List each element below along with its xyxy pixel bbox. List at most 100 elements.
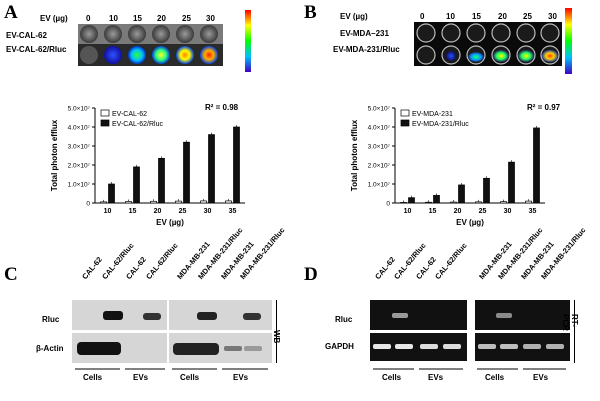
row-label-b-1: EV-MDA-231/Rluc [333,45,400,54]
row-label-b-0: EV-MDA–231 [340,29,389,38]
y-axis-label-a: Total photon efflux [50,119,59,191]
row-label-d-rluc: Rluc [335,315,353,324]
group-label-d-0: Cells [382,373,402,382]
panel-label-d: D [304,264,318,285]
y-tick-label-a-3: 3.0×10⁷ [68,144,91,151]
x-tick-label-a-4: 30 [204,208,212,215]
rtpcr-bracket [574,300,575,363]
y-tick-label-b-3: 3.0×10⁷ [368,144,391,151]
bar-b-s1-1 [433,195,440,204]
legend-swatch-b-1 [400,119,410,127]
ev-value-a-2: 15 [133,14,142,23]
legend-label-b-1: EV-MDA-231/Rluc [412,121,469,128]
ev-label-a: EV (µg) [40,14,68,23]
y-tick-label-a-2: 2.0×10⁷ [68,163,91,170]
bar-a-s1-5 [233,126,240,204]
ev-value-b-3: 20 [498,12,507,21]
bar-chart-a: 0 1.0×10⁷ 2.0×10⁷ 3.0×10⁷ 4.0×10⁷ 5.0×10⁷ Tota… [50,106,245,227]
legend-swatch-a-1 [100,119,110,127]
bar-a-s0-0 [100,201,107,204]
western-blot-c [72,300,272,370]
legend-swatch-a-0 [100,109,110,117]
bar-a-s1-2 [158,157,165,204]
panel-label-a: A [4,2,18,23]
row-label-d-gapdh: GAPDH [325,342,354,351]
y-tick-label-a-0: 0 [86,201,90,208]
color-scale-bar-a [245,10,251,72]
bar-a-s0-5 [225,200,232,204]
side-label-rtpcr: RT-PCR [561,314,579,331]
bar-b-s1-4 [508,161,515,204]
panel-label-b: B [304,2,317,23]
y-tick-label-a-1: 1.0×10⁷ [68,182,91,189]
x-tick-label-b-4: 30 [504,208,512,215]
row-label-a-1: EV-CAL-62/Rluc [6,45,67,54]
ev-value-b-2: 15 [472,12,481,21]
ev-value-b-1: 10 [446,12,455,21]
group-label-c-1: EVs [133,373,149,382]
ev-value-a-1: 10 [109,14,118,23]
x-tick-label-a-1: 15 [129,208,137,215]
ev-value-a-5: 30 [206,14,215,23]
bioluminescence-image-b [414,22,562,66]
y-tick-label-b-4: 4.0×10⁷ [368,125,391,132]
y-tick-label-b-0: 0 [386,201,390,208]
legend-swatch-b-0 [400,109,410,117]
legend-label-a-1: EV-CAL-62/Rluc [112,121,163,128]
x-tick-label-b-3: 25 [479,208,487,215]
bar-b-s1-3 [483,177,490,204]
group-label-d-1: EVs [428,373,444,382]
x-tick-label-b-5: 35 [529,208,537,215]
y-tick-label-b-5: 5.0×10⁷ [368,106,391,113]
x-tick-label-a-5: 35 [229,208,237,215]
group-label-d-2: Cells [485,373,505,382]
bar-b-s1-0 [408,197,415,204]
bar-b-s0-3 [475,201,482,204]
r2-annotation-a: R² = 0.98 [205,103,239,112]
lane-label-c-0: CAL-62 [80,255,104,281]
bar-b-s0-2 [450,201,457,204]
rt-pcr-gel-d [370,300,570,370]
group-label-c-3: EVs [233,373,249,382]
r2-annotation-b: R² = 0.97 [527,103,561,112]
group-label-c-2: Cells [180,373,200,382]
lane-label-d-2: CAL-62 [414,255,438,281]
legend-label-a-0: EV-CAL-62 [112,111,147,118]
side-label-wb: WB [272,330,281,344]
x-axis-label-b: EV (µg) [456,218,484,227]
x-tick-label-a-0: 10 [104,208,112,215]
x-tick-label-b-1: 15 [429,208,437,215]
ev-value-b-5: 30 [548,12,557,21]
wb-bracket [276,300,277,363]
ev-value-b-0: 0 [420,12,425,21]
lane-label-d-0: CAL-62 [373,255,397,281]
row-label-c-actin: β-Actin [36,344,64,353]
y-tick-label-b-1: 1.0×10⁷ [368,182,391,189]
lane-label-d-3: CAL-62/Rluc [433,241,469,281]
panel-label-c: C [4,264,18,285]
group-label-c-0: Cells [83,373,103,382]
bar-b-s0-0 [400,202,407,204]
bar-a-s0-1 [125,201,132,204]
bar-chart-b: 0 1.0×10⁷ 2.0×10⁷ 3.0×10⁷ 4.0×10⁷ 5.0×10⁷ Tota… [350,106,545,227]
x-tick-label-a-3: 25 [179,208,187,215]
bar-a-s1-4 [208,134,215,204]
group-label-d-3: EVs [533,373,549,382]
row-label-c-rluc: Rluc [42,315,60,324]
y-tick-label-a-4: 4.0×10⁷ [68,125,91,132]
bar-b-s0-5 [525,200,532,204]
bar-b-s1-2 [458,184,465,204]
ev-value-a-0: 0 [86,14,91,23]
ev-value-a-4: 25 [182,14,191,23]
x-tick-label-b-0: 10 [404,208,412,215]
bar-b-s0-1 [425,201,432,204]
color-scale-bar-b [565,8,572,74]
bar-b-s1-5 [533,127,540,204]
bar-a-s0-2 [150,200,157,204]
y-tick-label-b-2: 2.0×10⁷ [368,163,391,170]
lane-label-c-2: CAL-62 [124,255,148,281]
legend-label-b-0: EV-MDA-231 [412,111,453,118]
x-axis-label-a: EV (µg) [156,218,184,227]
y-tick-label-a-5: 5.0×10⁷ [68,106,91,113]
